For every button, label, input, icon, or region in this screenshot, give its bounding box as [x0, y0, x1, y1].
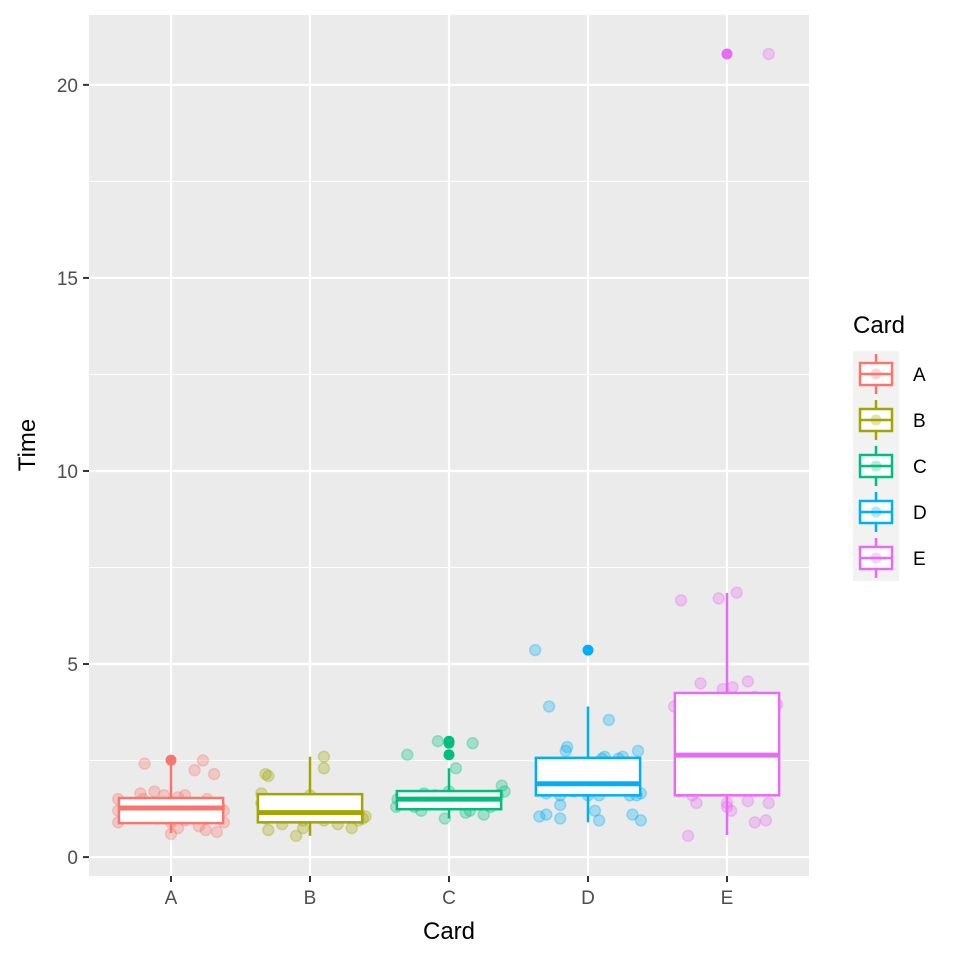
- jitter-point: [626, 808, 639, 821]
- jitter-point: [748, 816, 762, 829]
- jitter-point: [741, 675, 755, 688]
- outlier-point: [582, 644, 594, 656]
- legend-point-icon: [870, 414, 882, 426]
- jitter-point: [730, 586, 743, 599]
- outlier-point: [165, 754, 177, 766]
- legend-label: D: [913, 503, 927, 524]
- legend-point-icon: [870, 552, 882, 564]
- x-tick-label: A: [165, 888, 178, 909]
- legend-item-C: C: [853, 443, 927, 489]
- jitter-point: [634, 814, 648, 827]
- jitter-point: [477, 808, 490, 821]
- jitter-point: [540, 808, 553, 821]
- jitter-point: [196, 754, 210, 767]
- jitter-point: [553, 798, 567, 812]
- x-tick-label: B: [304, 888, 317, 909]
- x-tick-label: C: [442, 888, 456, 909]
- jitter-point: [449, 762, 463, 775]
- jitter-point: [759, 814, 773, 827]
- y-axis-title: Time: [14, 419, 41, 471]
- box-iqr: [673, 691, 781, 797]
- jitter-point: [262, 769, 275, 783]
- jitter-point: [199, 823, 213, 837]
- jitter-point: [712, 592, 725, 605]
- jitter-point: [138, 757, 151, 770]
- legend-label: B: [913, 411, 926, 432]
- jitter-point: [726, 680, 739, 694]
- jitter-point: [289, 829, 303, 843]
- box-C: [395, 735, 503, 819]
- box-iqr: [534, 756, 642, 797]
- box-iqr: [256, 792, 364, 824]
- outlier-point: [443, 735, 455, 747]
- y-tick-label: 20: [57, 76, 78, 97]
- jitter-point: [559, 744, 573, 758]
- legend: Card A B C D E: [853, 312, 927, 581]
- jitter-point: [431, 735, 445, 748]
- jitter-point: [188, 763, 201, 777]
- legend-point-icon: [870, 368, 882, 380]
- y-tick-label: 5: [67, 655, 78, 676]
- jitter-point: [262, 823, 275, 837]
- box-iqr: [117, 796, 225, 825]
- legend-label: C: [913, 457, 927, 478]
- jitter-point: [588, 804, 602, 817]
- box-E: [673, 48, 781, 836]
- legend-label: E: [913, 549, 926, 570]
- x-tick-label: E: [721, 888, 734, 909]
- gridlines: [89, 15, 809, 876]
- jitter-point: [553, 812, 567, 825]
- outlier-point: [721, 48, 733, 60]
- legend-point-icon: [870, 506, 882, 518]
- legend-item-D: D: [853, 489, 927, 535]
- boxes: [117, 48, 781, 836]
- jitter-point: [148, 785, 161, 798]
- jitter-point: [259, 767, 272, 781]
- jitter-point: [317, 750, 331, 763]
- jitter-point: [762, 796, 775, 810]
- jitter-point: [592, 814, 606, 827]
- legend-item-E: E: [853, 535, 926, 581]
- legend-item-B: B: [853, 397, 926, 443]
- box-A: [117, 754, 225, 834]
- jitter-point: [762, 47, 775, 61]
- jitter-point: [528, 643, 542, 657]
- legend-title: Card: [853, 312, 905, 339]
- y-axis: 0 5 10 15 20: [57, 76, 89, 869]
- legend-label: A: [913, 365, 926, 386]
- y-tick-label: 10: [57, 462, 78, 483]
- jitter-point: [401, 748, 414, 762]
- jitter-point: [495, 779, 509, 792]
- x-tick-label: D: [581, 888, 595, 909]
- y-tick-label: 0: [67, 848, 78, 869]
- jitter-point: [560, 740, 574, 754]
- jitter-point: [674, 594, 688, 607]
- y-tick-label: 15: [57, 269, 78, 290]
- legend-point-icon: [870, 460, 882, 472]
- x-axis-title: Card: [423, 918, 475, 945]
- jitter-point: [724, 804, 738, 817]
- box-D: [534, 644, 642, 823]
- jitter-point: [694, 677, 707, 690]
- jitter-point: [317, 762, 331, 775]
- outlier-point: [443, 749, 455, 761]
- jitter-point: [542, 700, 556, 713]
- box-B: [256, 756, 364, 836]
- jitter-point: [602, 713, 616, 727]
- jitter-point: [438, 812, 452, 825]
- jitter-point: [690, 796, 703, 810]
- jitter-point: [466, 736, 479, 750]
- jitter-point: [741, 794, 755, 808]
- jitter-point: [681, 829, 695, 843]
- jitter-point: [210, 825, 224, 839]
- legend-item-A: A: [853, 351, 926, 397]
- x-axis: A B C D E: [165, 876, 734, 909]
- jitter-point: [533, 810, 546, 823]
- jitter-point: [631, 744, 645, 758]
- jitter-point: [207, 767, 221, 781]
